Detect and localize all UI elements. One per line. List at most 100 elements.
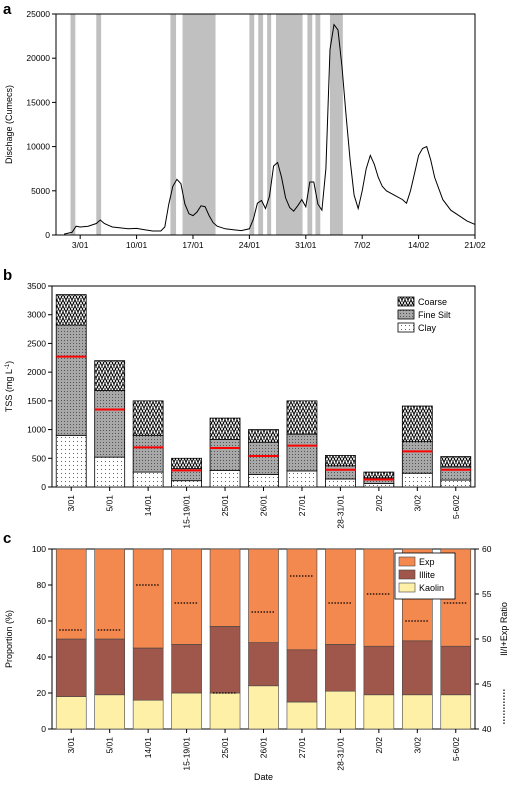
x-tick-label-c-9: 3/02 [412, 737, 422, 754]
bar-exp-2 [132, 548, 164, 649]
y-tick-label-c-0: 0 [41, 724, 46, 734]
bar-clay-3 [171, 480, 202, 488]
x-tick-label-b-5: 26/01 [259, 495, 269, 517]
y-axis-title-a: Dischage (Cumecs) [4, 85, 14, 164]
y-tick-label-b-3000: 3000 [27, 310, 46, 320]
legend-swatch-c-1 [398, 569, 416, 580]
bar-kaolin-1 [94, 694, 125, 730]
bar-fine-silt-1 [94, 390, 126, 458]
bar-coarse-10 [440, 456, 472, 468]
bar-kaolin-10 [440, 694, 472, 730]
x-tick-label-a-5: 7/02 [354, 240, 371, 250]
bar-illite-9 [402, 640, 433, 696]
x-tick-label-b-8: 2/02 [374, 495, 384, 512]
bar-coarse-8 [363, 471, 395, 479]
x-tick-label-b-9: 3/02 [412, 495, 422, 512]
bar-clay-9 [401, 472, 433, 488]
bar-kaolin-2 [132, 699, 164, 730]
panel-label-c: c [3, 530, 11, 547]
bar-kaolin-7 [325, 690, 356, 730]
bar-exp-0 [55, 548, 87, 640]
x-tick-label-c-1: 5/01 [105, 737, 115, 754]
bar-fine-silt-0 [55, 324, 87, 436]
bar-exp-6 [286, 548, 318, 651]
bar-clay-1 [94, 456, 126, 488]
x-tick-label-a-4: 31/01 [295, 240, 317, 250]
bar-exp-4 [209, 548, 241, 627]
bar-kaolin-3 [171, 692, 202, 730]
bar-fine-silt-4 [209, 438, 241, 471]
x-tick-label-c-0: 3/01 [66, 737, 76, 754]
y-tick-label-b-1000: 1000 [27, 425, 46, 435]
bar-illite-8 [363, 645, 395, 696]
legend-swatch-b-0 [397, 296, 415, 307]
x-tick-label-c-2: 14/01 [143, 737, 153, 759]
x-tick-label-a-7: 21/02 [464, 240, 486, 250]
x-tick-label-b-1: 5/01 [105, 495, 115, 512]
y-tick-label-a-0: 0 [45, 230, 50, 240]
bar-kaolin-5 [248, 685, 279, 730]
y-tick-label-c-60: 60 [37, 616, 47, 626]
y-tick-label-b-0: 0 [41, 482, 46, 492]
y-tick-label-b-3500: 3500 [27, 281, 46, 291]
shaded-period-2 [170, 14, 177, 235]
y-tick-label-c-40: 40 [37, 652, 47, 662]
bar-coarse-6 [286, 400, 318, 435]
bar-clay-8 [363, 483, 395, 488]
shaded-period-6 [267, 14, 272, 235]
y2-tick-label-c-45: 45 [482, 679, 492, 689]
bar-exp-3 [171, 548, 202, 645]
shaded-period-9 [315, 14, 321, 235]
legend-label-c-1: Illite [419, 570, 435, 580]
bar-coarse-5 [248, 429, 279, 443]
bar-illite-6 [286, 649, 318, 703]
x-tick-label-a-0: 3/01 [72, 240, 89, 250]
x-tick-label-a-6: 14/02 [408, 240, 430, 250]
bar-clay-0 [55, 434, 87, 488]
shaded-period-1 [96, 14, 102, 235]
legend-label-c-0: Exp [419, 557, 435, 567]
bar-fine-silt-2 [132, 434, 164, 473]
x-tick-label-c-10: 5-6/02 [451, 737, 461, 761]
y2-axis-title-c: Il/I+Exp Ratio [499, 602, 509, 656]
shaded-period-3 [182, 14, 216, 235]
bar-kaolin-6 [286, 701, 318, 730]
y-tick-label-a-5000: 5000 [31, 186, 50, 196]
y-tick-label-b-500: 500 [32, 453, 46, 463]
shaded-period-8 [307, 14, 313, 235]
x-tick-label-c-7: 28-31/01 [335, 737, 345, 771]
legend-swatch-c-0 [398, 556, 416, 567]
x-tick-label-b-4: 25/01 [220, 495, 230, 517]
bar-coarse-1 [94, 360, 126, 391]
discharge-line [63, 23, 476, 235]
x-axis-title-c: Date [254, 772, 273, 782]
bar-clay-5 [248, 473, 279, 488]
bar-coarse-0 [55, 294, 87, 326]
bar-clay-4 [209, 469, 241, 488]
legend-label-b-0: Coarse [418, 297, 447, 307]
y-tick-label-c-100: 100 [32, 544, 46, 554]
bar-illite-10 [440, 645, 472, 696]
y-tick-label-a-10000: 10000 [26, 142, 50, 152]
panel-c-clay-mineral-chart: 3/01 5/01 14/01 15-19/01 25/01 26/01 27/01 28-3… [4, 544, 509, 782]
bar-kaolin-8 [363, 694, 395, 730]
x-tick-label-c-4: 25/01 [220, 737, 230, 759]
x-tick-label-b-3: 15-19/01 [182, 495, 192, 529]
shaded-period-0 [70, 14, 76, 235]
shaded-period-10 [329, 14, 343, 235]
bar-fine-silt-7 [325, 465, 356, 480]
y-axis-title-c: Proportion (%) [4, 610, 14, 668]
x-tick-label-b-0: 3/01 [66, 495, 76, 512]
bar-clay-10 [440, 479, 472, 488]
shaded-period-7 [275, 14, 303, 235]
y2-tick-label-c-40: 40 [482, 724, 492, 734]
bar-coarse-3 [171, 457, 202, 470]
x-tick-label-b-7: 28-31/01 [335, 495, 345, 529]
bar-exp-7 [325, 548, 356, 645]
bar-exp-8 [363, 548, 395, 647]
bar-coarse-9 [401, 405, 433, 443]
y2-tick-label-c-50: 50 [482, 634, 492, 644]
legend-swatch-b-1 [397, 309, 415, 320]
bar-exp-1 [94, 548, 125, 640]
legend-label-b-1: Fine Silt [418, 310, 451, 320]
